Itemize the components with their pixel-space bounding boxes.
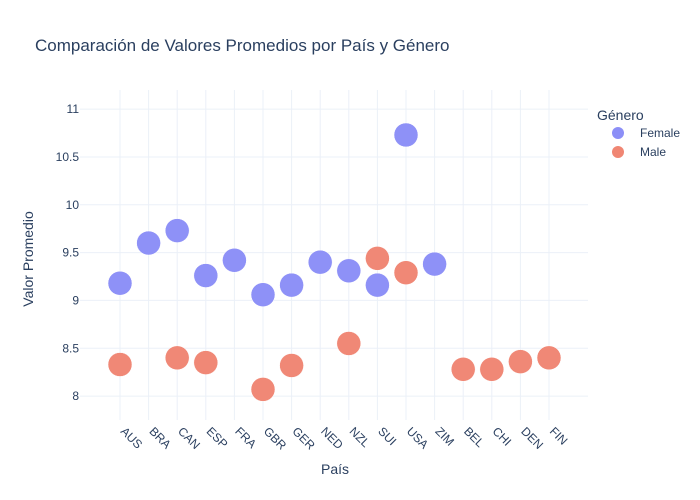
x-tick-label: FRA: [232, 424, 259, 451]
x-tick-label: CAN: [175, 424, 203, 452]
x-tick-label: ZIM: [432, 424, 457, 449]
x-tick-label: ESP: [204, 424, 231, 451]
legend-label-male: Male: [640, 145, 666, 159]
x-tick-label: AUS: [118, 424, 145, 451]
x-tick-label: GER: [289, 424, 318, 453]
y-tick-label: 10.5: [56, 150, 80, 164]
marker-female-can: [164, 218, 190, 243]
x-tick-label: BRA: [146, 424, 173, 451]
x-tick-label: USA: [404, 424, 431, 451]
x-tick-label: NED: [318, 424, 346, 452]
y-tick-label: 9.5: [62, 246, 79, 260]
x-tick-label: DEN: [518, 424, 546, 452]
marker-male-nzl: [336, 331, 362, 356]
marker-male-sui: [365, 246, 390, 271]
marker-female-zim: [422, 251, 447, 277]
legend-title: Género: [597, 107, 644, 123]
chart-title: Comparación de Valores Promedios por Paí…: [35, 36, 450, 55]
x-axis-title: País: [321, 461, 349, 477]
marker-female-esp: [193, 263, 219, 288]
y-axis-title: Valor Promedio: [20, 211, 36, 307]
grid: [80, 90, 588, 420]
y-tick-label: 10: [66, 198, 80, 212]
marker-male-bel: [450, 357, 476, 382]
marker-male-can: [164, 345, 190, 371]
marker-male-fin: [536, 345, 562, 371]
marker-male-den: [508, 349, 533, 374]
legend-marker-male: [612, 146, 624, 158]
marker-male-gbr: [250, 377, 276, 402]
x-tick-label: BEL: [461, 424, 487, 450]
marker-male-esp: [193, 350, 219, 375]
marker-female-ned: [307, 249, 333, 275]
y-tick-label: 11: [67, 102, 80, 116]
x-tick-label: FIN: [547, 424, 571, 448]
marker-female-aus: [107, 270, 133, 296]
marker-female-sui: [365, 272, 390, 298]
y-tick-label: 8: [72, 389, 79, 403]
marker-female-gbr: [250, 282, 276, 307]
marker-female-fra: [222, 248, 247, 273]
data-points: [107, 122, 562, 402]
y-tick-label: 8.5: [62, 341, 79, 355]
marker-male-usa: [393, 260, 419, 285]
y-tick-label: 9: [72, 293, 79, 307]
marker-female-usa: [393, 122, 419, 148]
y-axis-ticks: 8 8.5 9 9.5 10 10.5 11: [56, 102, 80, 403]
legend: Género Female Male: [597, 107, 680, 159]
marker-female-nzl: [336, 258, 362, 284]
legend-label-female: Female: [640, 126, 680, 140]
x-tick-label: CHI: [490, 424, 515, 449]
marker-female-ger: [279, 272, 304, 298]
marker-male-chi: [479, 357, 505, 382]
marker-female-bra: [136, 230, 161, 256]
x-axis-ticks: AUS BRA CAN ESP FRA GBR GER NED NZL SUI USA ZIM BEL C…: [118, 424, 571, 453]
legend-marker-female: [612, 127, 624, 139]
x-tick-label: NZL: [347, 424, 373, 450]
x-tick-label: GBR: [261, 424, 290, 453]
x-tick-label: SUI: [375, 424, 399, 448]
marker-male-ger: [279, 353, 304, 378]
marker-male-aus: [107, 352, 133, 377]
